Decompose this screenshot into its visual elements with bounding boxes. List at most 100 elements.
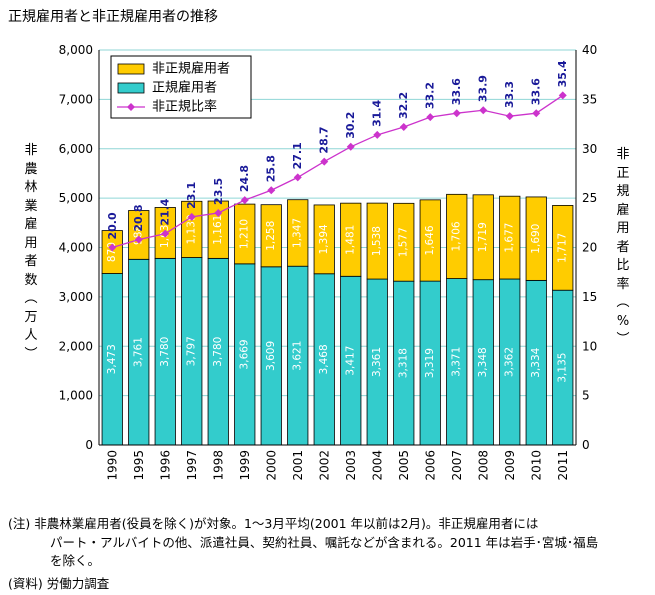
data-label-regular: 3,334 bbox=[530, 347, 542, 377]
bar-nonregular bbox=[207, 200, 229, 259]
data-label-regular: 3,135 bbox=[557, 353, 569, 383]
data-label-nonregular: 1,719 bbox=[477, 222, 489, 252]
data-label-nonregular: 1,690 bbox=[530, 224, 542, 254]
legend-label: 正規雇用者 bbox=[152, 80, 217, 96]
x-tick-label: 2004 bbox=[370, 450, 384, 481]
x-tick-label: 2010 bbox=[529, 450, 543, 481]
data-label-regular: 3,361 bbox=[371, 347, 383, 377]
axis-title-char: ︶ bbox=[24, 346, 38, 362]
axes bbox=[98, 50, 577, 446]
data-label-regular: 3,468 bbox=[318, 344, 330, 374]
data-label-nonregular: 1,210 bbox=[239, 219, 251, 249]
data-label-nonregular: 1,258 bbox=[265, 221, 277, 251]
bar-nonregular bbox=[340, 202, 362, 277]
axis-title-char: 業 bbox=[24, 198, 38, 214]
ratio-point bbox=[399, 123, 408, 132]
axis-title-char: 農 bbox=[24, 161, 38, 177]
ratio-label: 35.4 bbox=[556, 60, 569, 87]
ratio-polyline bbox=[112, 94, 564, 249]
legend-swatch bbox=[117, 82, 145, 94]
data-label-nonregular: 1,347 bbox=[292, 218, 304, 248]
axis-title-char: ︶ bbox=[616, 332, 630, 347]
axis-title-char: 林 bbox=[24, 180, 38, 195]
data-label-nonregular: 1,481 bbox=[345, 225, 357, 255]
y-tick-label: 7,000 bbox=[59, 92, 93, 106]
axis-title-char: 用 bbox=[616, 221, 630, 236]
axis-title-char: 者 bbox=[616, 239, 630, 255]
ratio-label: 23.5 bbox=[212, 178, 225, 205]
axis-title-char: 雇 bbox=[616, 202, 630, 218]
ratio-label: 33.6 bbox=[530, 78, 543, 105]
data-label-regular: 3,417 bbox=[345, 346, 357, 376]
ratio-point bbox=[373, 130, 382, 139]
bar-nonregular bbox=[181, 200, 203, 258]
x-tick-label: 1998 bbox=[211, 450, 225, 481]
axis-title-char: 比 bbox=[616, 258, 630, 273]
y-axis-title-left: 非農林業雇用者数 ︵ 万人 ︶ bbox=[22, 142, 40, 364]
data-label-nonregular: 1,161 bbox=[212, 215, 224, 245]
y2-tick-label: 5 bbox=[582, 389, 590, 403]
ratio-label: 31.4 bbox=[371, 99, 384, 126]
axis-title-char: ︵ bbox=[616, 295, 630, 310]
ratio-point bbox=[532, 109, 541, 118]
data-label-regular: 3,473 bbox=[106, 344, 118, 374]
data-label-nonregular: 1,706 bbox=[451, 221, 463, 251]
axis-title-char: 非 bbox=[24, 143, 38, 158]
note-line-1: (注) 非農林業雇用者(役員を除く)が対象。1～3月平均(2001 年以前は2月… bbox=[8, 516, 539, 531]
ratio-label: 24.8 bbox=[238, 165, 251, 192]
bar-nonregular bbox=[128, 210, 150, 260]
ratio-point bbox=[558, 91, 567, 100]
ratio-point bbox=[134, 235, 143, 244]
y2-tick-label: 15 bbox=[582, 290, 597, 304]
y-tick-label: 1,000 bbox=[59, 389, 93, 403]
y2-tick-label: 30 bbox=[582, 142, 597, 156]
bars: 3,4738703,7619883,7801,0313,7971,1393,78… bbox=[101, 193, 574, 446]
legend-label: 非正規比率 bbox=[152, 99, 217, 115]
ratio-label: 33.2 bbox=[424, 82, 437, 109]
ratio-point bbox=[426, 113, 435, 122]
ratio-label: 33.6 bbox=[450, 78, 463, 105]
axis-title-char: 万 bbox=[24, 309, 38, 325]
axis-title-char: 者 bbox=[24, 254, 38, 269]
data-label-nonregular: 1,577 bbox=[398, 227, 410, 257]
bar-nonregular bbox=[260, 204, 282, 268]
ratio-line: 20.0 20.8 21.4 23.1 23.5 24.8 25.8 27.1 28.7 30.2… bbox=[106, 60, 569, 252]
ratio-point bbox=[108, 243, 117, 252]
ratio-label: 21.4 bbox=[159, 198, 172, 225]
bar-nonregular bbox=[552, 205, 574, 291]
axis-title-char: 数 bbox=[24, 272, 38, 288]
x-tick-label: 1999 bbox=[238, 450, 252, 481]
x-tick-label: 1996 bbox=[158, 450, 172, 481]
source-note: (資料) 労働力調査 bbox=[8, 576, 110, 591]
axis-title-char: 雇 bbox=[24, 217, 38, 232]
data-label-regular: 3,362 bbox=[504, 347, 516, 377]
ratio-point bbox=[346, 142, 355, 151]
x-tick-label: 2002 bbox=[317, 450, 331, 481]
x-tick-label: 1995 bbox=[132, 450, 146, 481]
y-tick-label: 3,000 bbox=[59, 290, 93, 304]
bar-nonregular bbox=[366, 202, 388, 280]
y2-tick-label: 40 bbox=[582, 43, 597, 57]
axis-title-char: 用 bbox=[24, 235, 38, 251]
legend-label: 非正規雇用者 bbox=[152, 61, 230, 77]
axis-title-char: 人 bbox=[24, 328, 38, 343]
y2-tick-label: 25 bbox=[582, 191, 597, 205]
bar-nonregular bbox=[446, 193, 468, 279]
ratio-point bbox=[214, 208, 223, 217]
note-line-2: パート・アルバイトの他、派遣社員、契約社員、嘱託などが含まれる。2011 年は岩… bbox=[50, 535, 599, 550]
bar-nonregular bbox=[101, 230, 123, 274]
y-tick-label: 5,000 bbox=[59, 191, 93, 205]
bar-nonregular bbox=[393, 202, 415, 282]
x-tick-label: 2005 bbox=[397, 450, 411, 481]
ratio-point bbox=[161, 229, 170, 238]
data-label-nonregular: 1,139 bbox=[186, 214, 198, 244]
data-label-regular: 3,761 bbox=[133, 337, 145, 367]
ratio-point bbox=[293, 173, 302, 182]
tick-labels: 0 1,000 2,000 3,000 4,000 5,000 6,000 7,000 8,00… bbox=[59, 43, 598, 481]
axis-title-char: 非 bbox=[616, 147, 630, 162]
x-tick-label: 1997 bbox=[185, 450, 199, 481]
x-tick-label: 1990 bbox=[105, 450, 119, 481]
ratio-point bbox=[479, 106, 488, 115]
